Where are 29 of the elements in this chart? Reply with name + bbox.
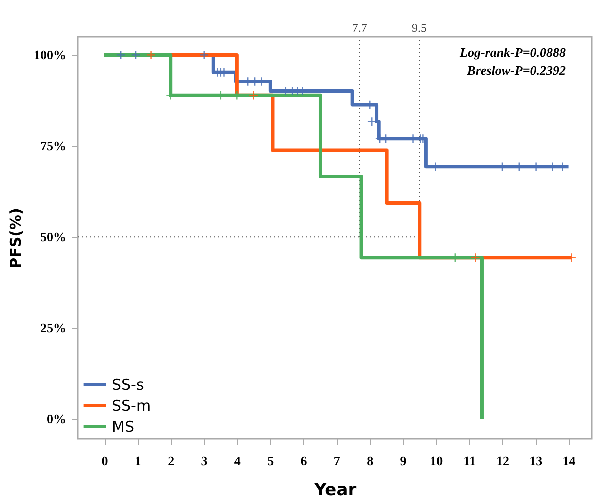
- x-tick-label: 2: [168, 454, 175, 468]
- x-tick-label: 12: [496, 454, 510, 468]
- x-tick-label: 5: [268, 454, 275, 468]
- y-tick-label: 25%: [40, 320, 66, 336]
- x-tick-label: 9: [400, 454, 408, 468]
- x-tick-label: 14: [562, 454, 576, 468]
- x-tick-label: 0: [102, 454, 108, 468]
- legend-label: SS-s: [112, 376, 144, 394]
- annotation: Log-rank-P=0.0888: [459, 45, 566, 60]
- y-tick-label: 100%: [34, 48, 66, 63]
- x-tick-label: 11: [464, 454, 476, 468]
- x-tick-label: 4: [234, 454, 242, 468]
- x-tick-label: 1: [134, 454, 142, 468]
- x-tick-label: 6: [300, 454, 308, 468]
- ref-line-label: 9.5: [412, 21, 428, 35]
- y-tick-label: 0%: [47, 411, 66, 426]
- x-tick-label: 7: [334, 454, 341, 468]
- x-tick-label: 3: [201, 454, 208, 468]
- x-tick-label: 13: [530, 454, 544, 468]
- annotation: Breslow-P=0.2392: [466, 63, 566, 78]
- y-axis-title: PFS(%): [7, 208, 25, 269]
- x-tick-label: 10: [430, 454, 444, 468]
- legend-label: SS-m: [112, 397, 152, 415]
- y-tick-label: 50%: [40, 230, 66, 245]
- x-tick-label: 8: [367, 454, 374, 468]
- ref-line-label: 7.7: [352, 21, 368, 35]
- legend-label: MS: [112, 418, 134, 436]
- y-tick-label: 75%: [40, 138, 66, 154]
- x-axis-title: Year: [313, 480, 358, 500]
